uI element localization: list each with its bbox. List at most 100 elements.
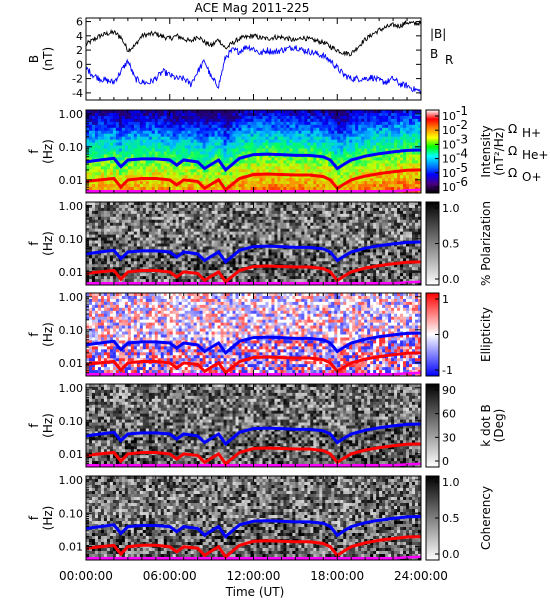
- spectrogram-cell: [208, 258, 212, 262]
- spectrogram-cell: [340, 115, 344, 120]
- spectrogram-cell: [187, 139, 191, 143]
- spectrogram-cell: [211, 124, 215, 129]
- spectrogram-cell: [382, 178, 386, 182]
- spectrogram-cell: [127, 142, 132, 146]
- spectrogram-cell: [346, 115, 350, 120]
- spectrogram-cell: [349, 151, 353, 155]
- spectrogram-cell: [334, 121, 338, 126]
- spectrogram-cell: [397, 163, 401, 167]
- spectrogram-cell: [238, 237, 242, 241]
- spectrogram-cell: [172, 133, 177, 137]
- spectrogram-cell: [163, 136, 168, 140]
- spectrogram-cell: [325, 124, 329, 129]
- spectrogram-cell: [160, 136, 165, 140]
- spectrogram-cell: [244, 169, 248, 173]
- spectrogram-cell: [154, 240, 159, 244]
- spectrogram-cell: [178, 145, 183, 149]
- spectrogram-cell: [385, 154, 389, 158]
- spectrogram-cell: [244, 231, 248, 235]
- spectrogram-cell: [235, 273, 239, 277]
- spectrogram-cell: [154, 115, 159, 120]
- spectrogram-cell: [175, 151, 180, 155]
- spectrogram-cell: [229, 115, 233, 120]
- spectrogram-cell: [406, 110, 410, 114]
- spectrogram-cell: [238, 184, 242, 188]
- spectrogram-cell: [166, 213, 171, 218]
- spectrogram-cell: [130, 169, 135, 173]
- spectrogram-cell: [364, 115, 368, 120]
- spectrogram-cell: [106, 130, 111, 135]
- spectrogram-cell: [160, 231, 165, 235]
- spectrogram-cell: [94, 154, 99, 158]
- spectrogram-cell: [181, 154, 185, 158]
- spectrogram-cell: [322, 160, 326, 164]
- spectrogram-cell: [109, 151, 114, 155]
- spectrogram-cell: [103, 258, 108, 262]
- spectrogram-cell: [115, 228, 120, 232]
- spectrogram-cell: [160, 216, 165, 221]
- spectrogram-cell: [211, 112, 215, 117]
- spectrogram-cell: [178, 228, 183, 232]
- spectrogram-cell: [124, 276, 129, 280]
- spectrogram-cell: [109, 234, 114, 238]
- spectrogram-cell: [136, 127, 141, 132]
- spectrogram-cell: [127, 246, 132, 250]
- spectrogram-cell: [103, 139, 108, 143]
- spectrogram-cell: [148, 210, 153, 215]
- spectrogram-cell: [100, 175, 105, 179]
- spectrogram-cell: [121, 172, 126, 176]
- spectrogram-cell: [148, 110, 153, 114]
- spectrogram-cell: [124, 219, 129, 224]
- spectrogram-cell: [304, 130, 308, 135]
- spectrogram-cell: [400, 151, 404, 155]
- spectrogram-cell: [211, 148, 215, 152]
- spectrogram-cell: [187, 145, 191, 149]
- spectrogram-cell: [415, 127, 419, 132]
- spectrogram-cell: [112, 184, 117, 188]
- spectrogram-cell: [154, 234, 159, 238]
- spectrogram-cell: [142, 219, 147, 224]
- spectrogram-cell: [190, 139, 194, 143]
- spectrogram-cell: [145, 142, 150, 146]
- spectrogram-cell: [241, 222, 245, 227]
- spectrogram-cell: [178, 136, 183, 140]
- spectrogram-cell: [397, 145, 401, 149]
- spectrogram-cell: [214, 166, 218, 170]
- spectrogram-cell: [337, 130, 341, 135]
- spectrogram-cell: [184, 166, 188, 170]
- spectrogram-cell: [166, 231, 171, 235]
- spectrogram-cell: [178, 261, 183, 265]
- spectrogram-cell: [238, 112, 242, 117]
- spectrogram-cell: [112, 139, 117, 143]
- spectrogram-cell: [97, 222, 102, 227]
- spectrogram-cell: [349, 115, 353, 120]
- spectrogram-cell: [181, 222, 185, 227]
- spectrogram-cell: [127, 261, 132, 265]
- spectrogram-cell: [118, 207, 123, 212]
- spectrogram-cell: [238, 243, 242, 247]
- spectrogram-cell: [340, 136, 344, 140]
- spectrogram-cell: [298, 121, 302, 126]
- spectrogram-cell: [304, 145, 308, 149]
- spectrogram-cell: [244, 187, 248, 191]
- spectrogram-cell: [154, 133, 159, 137]
- spectrogram-cell: [367, 142, 371, 146]
- spectrogram-cell: [211, 243, 215, 247]
- spectrogram-cell: [136, 148, 141, 152]
- spectrogram-cell: [292, 118, 296, 123]
- spectrogram-cell: [250, 270, 254, 274]
- spectrogram-cell: [184, 255, 188, 259]
- spectrogram-cell: [202, 210, 206, 215]
- spectrogram-cell: [358, 142, 362, 146]
- spectrogram-cell: [133, 258, 138, 262]
- spectrogram-cell: [115, 210, 120, 215]
- spectrogram-cell: [268, 133, 272, 137]
- spectrogram-cell: [112, 273, 117, 277]
- spectrogram-cell: [187, 264, 191, 268]
- spectrogram-cell: [274, 163, 278, 167]
- spectrogram-cell: [361, 127, 365, 132]
- spectrogram-cell: [352, 151, 356, 155]
- spectrogram-cell: [259, 184, 263, 188]
- spectrogram-cell: [403, 178, 407, 182]
- spectrogram-cell: [86, 115, 90, 120]
